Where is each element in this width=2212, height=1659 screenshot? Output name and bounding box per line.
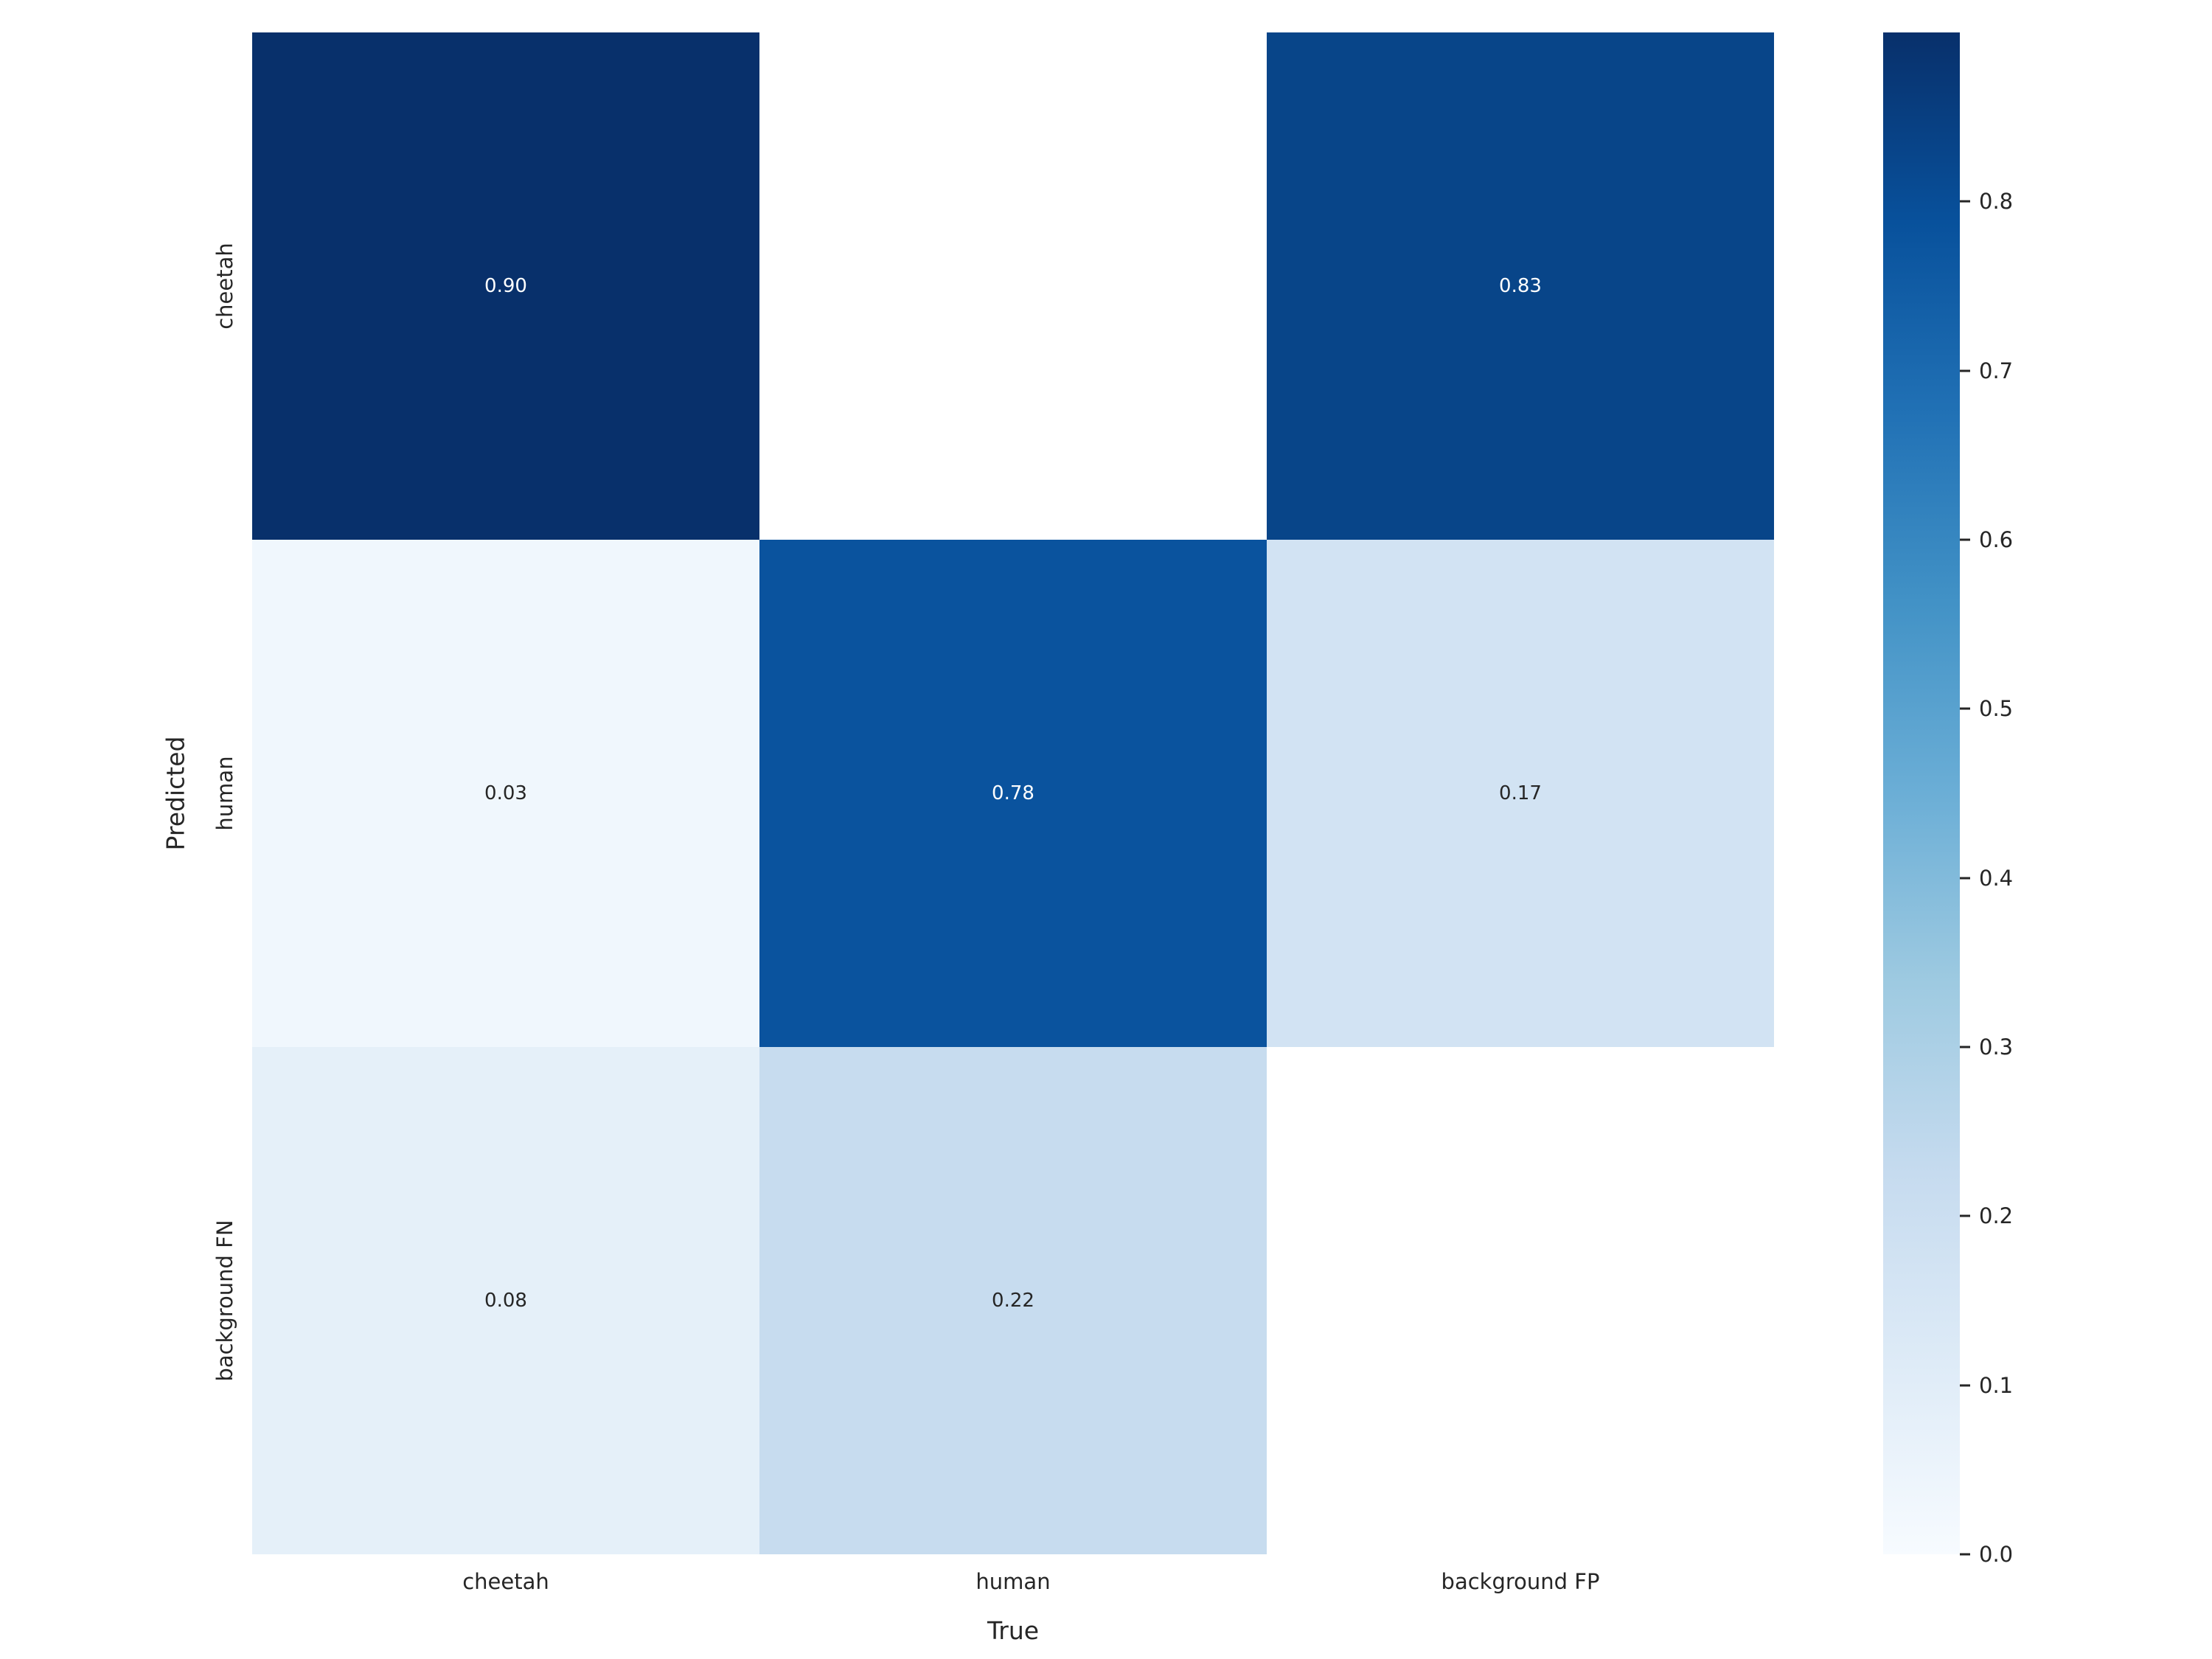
x-tick-label: human: [975, 1569, 1051, 1594]
colorbar-tick-label: 0.3: [1979, 1034, 2014, 1060]
heatmap-grid: 0.90 0.83 0.03 0.78 0.17 0.08 0.22: [252, 32, 1774, 1554]
colorbar-tick-mark: [1960, 200, 1970, 203]
colorbar-tick-mark: [1960, 1553, 1970, 1556]
heatmap-cell: 0.78: [759, 540, 1267, 1047]
heatmap-cell: 0.17: [1267, 540, 1774, 1047]
colorbar-tick-label: 0.5: [1979, 696, 2014, 722]
colorbar-tick-label: 0.8: [1979, 189, 2014, 215]
cell-value-annotation: 0.17: [1499, 782, 1542, 804]
colorbar-tick-mark: [1960, 877, 1970, 880]
colorbar-tick-mark: [1960, 707, 1970, 710]
cell-value-annotation: 0.90: [484, 275, 527, 297]
x-tick-label: cheetah: [462, 1569, 549, 1594]
colorbar-tick-label: 0.1: [1979, 1372, 2014, 1398]
cell-value-annotation: 0.22: [992, 1290, 1034, 1312]
colorbar-tick-label: 0.6: [1979, 527, 2014, 552]
colorbar-tick-label: 0.2: [1979, 1203, 2014, 1229]
y-tick-label: human: [212, 756, 237, 831]
colorbar-tick-mark: [1960, 538, 1970, 541]
x-tick-label: background FP: [1441, 1569, 1600, 1594]
heatmap-cell: 0.22: [759, 1047, 1267, 1554]
colorbar-tick-mark: [1960, 1384, 1970, 1387]
y-tick-label: background FN: [212, 1220, 237, 1382]
colorbar-tick-mark: [1960, 369, 1970, 372]
heatmap-cell: 0.90: [252, 32, 759, 540]
colorbar-tick-label: 0.4: [1979, 865, 2014, 891]
colorbar-tick-mark: [1960, 1046, 1970, 1048]
heatmap-cell: [759, 32, 1267, 540]
cell-value-annotation: 0.03: [484, 782, 527, 804]
colorbar-tick-label: 0.7: [1979, 358, 2014, 383]
y-tick-label: cheetah: [212, 243, 237, 330]
y-axis-label: Predicted: [161, 736, 190, 851]
cell-value-annotation: 0.78: [992, 782, 1034, 804]
colorbar: [1883, 32, 1960, 1554]
heatmap-cell: 0.03: [252, 540, 759, 1047]
cell-value-annotation: 0.08: [484, 1290, 527, 1312]
heatmap-cell: 0.08: [252, 1047, 759, 1554]
colorbar-tick-label: 0.0: [1979, 1542, 2014, 1567]
colorbar-tick-mark: [1960, 1214, 1970, 1217]
x-axis-label: True: [987, 1616, 1040, 1645]
heatmap-cell: [1267, 1047, 1774, 1554]
heatmap-cell: 0.83: [1267, 32, 1774, 540]
cell-value-annotation: 0.83: [1499, 275, 1542, 297]
